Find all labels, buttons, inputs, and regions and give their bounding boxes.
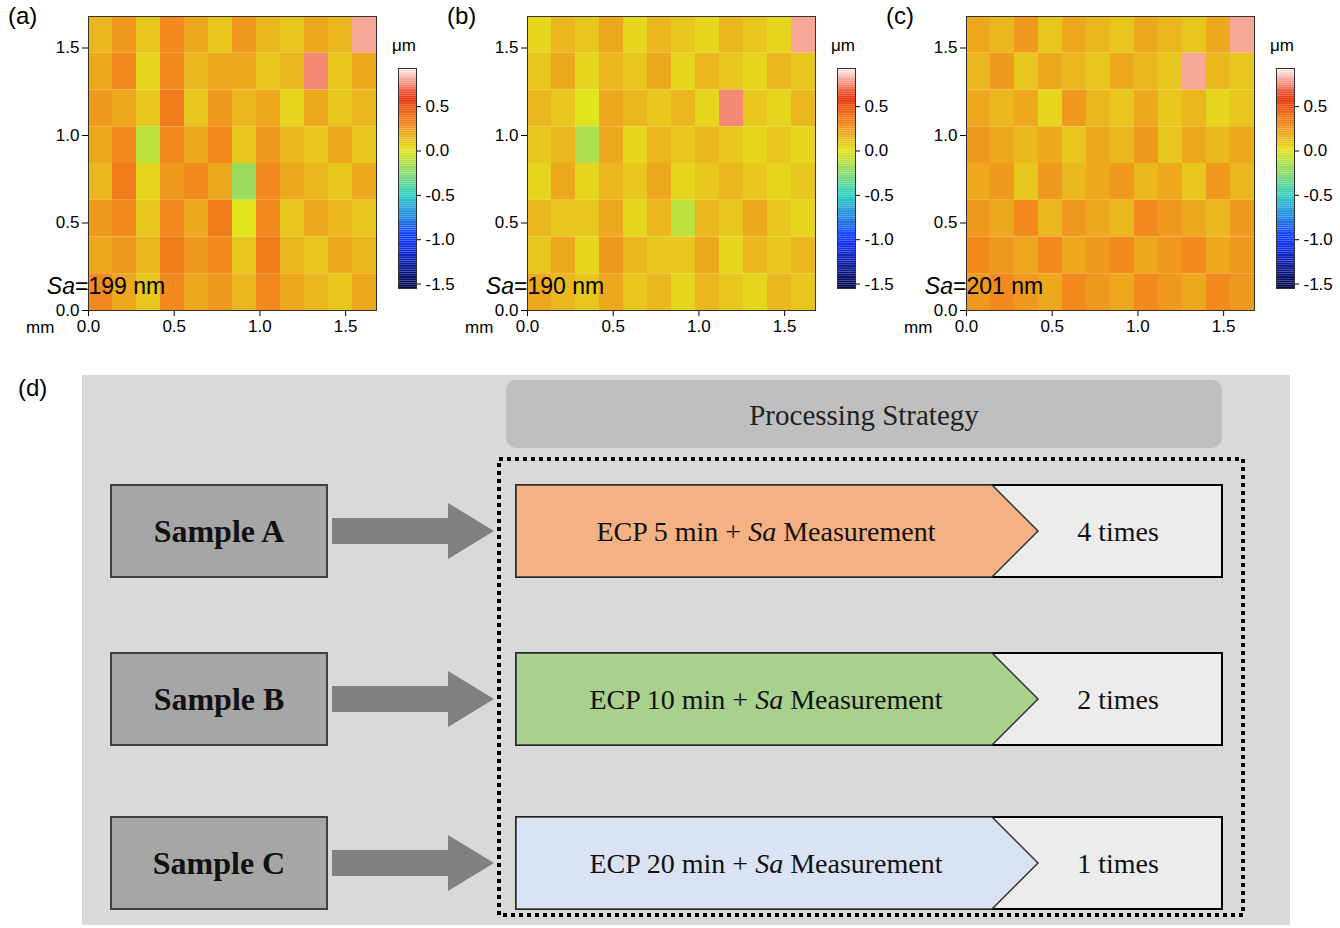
svg-text:0.5: 0.5 [495, 213, 519, 232]
svg-text:Sample A: Sample A [154, 513, 285, 549]
svg-text:0.0: 0.0 [865, 141, 889, 160]
svg-text:Sample B: Sample B [154, 681, 285, 717]
svg-text:2 times: 2 times [1077, 684, 1159, 715]
html-text:mm: mm [26, 318, 55, 337]
svg-text:ECP 10 min + Sa Measurement: ECP 10 min + Sa Measurement [589, 684, 942, 715]
svg-text:1.5: 1.5 [495, 38, 519, 57]
svg-text:0.0: 0.0 [516, 317, 540, 336]
svg-text:1.0: 1.0 [495, 126, 519, 145]
svg-text:-1.0: -1.0 [426, 230, 455, 249]
svg-text:1.5: 1.5 [334, 317, 358, 336]
svg-text:-0.5: -0.5 [426, 186, 455, 205]
svg-text:0.0: 0.0 [955, 317, 979, 336]
svg-text:-1.0: -1.0 [1304, 230, 1333, 249]
svg-text:-1.0: -1.0 [865, 230, 894, 249]
svg-text:0.0: 0.0 [426, 141, 450, 160]
svg-text:0.5: 0.5 [1040, 317, 1064, 336]
svg-text:0.0: 0.0 [77, 317, 101, 336]
html-text:μm: μm [392, 36, 416, 55]
svg-text:1.0: 1.0 [1126, 317, 1150, 336]
svg-text:0.0: 0.0 [494, 300, 519, 320]
svg-text:0.5: 0.5 [56, 213, 80, 232]
html-text:(b): (b) [447, 2, 477, 29]
html-text:mm: mm [904, 318, 933, 337]
svg-text:0.5: 0.5 [865, 97, 889, 116]
svg-text:0.0: 0.0 [55, 300, 80, 320]
html-text:mm: mm [465, 318, 494, 337]
svg-text:0.0: 0.0 [933, 300, 958, 320]
svg-text:-1.5: -1.5 [865, 275, 894, 294]
svg-text:1.0: 1.0 [56, 126, 80, 145]
svg-text:Sa=201 nm: Sa=201 nm [925, 273, 1043, 299]
svg-text:1.0: 1.0 [934, 126, 958, 145]
svg-text:1 times: 1 times [1077, 848, 1159, 879]
svg-text:-0.5: -0.5 [1304, 186, 1333, 205]
svg-text:-0.5: -0.5 [865, 186, 894, 205]
svg-text:0.5: 0.5 [162, 317, 186, 336]
svg-text:0.0: 0.0 [1304, 141, 1328, 160]
svg-text:Sample C: Sample C [153, 845, 285, 881]
svg-text:1.5: 1.5 [773, 317, 797, 336]
svg-text:(d): (d) [18, 374, 47, 401]
svg-text:Sa=190 nm: Sa=190 nm [486, 273, 604, 299]
html-text:(c): (c) [886, 2, 914, 29]
html-text:μm: μm [1270, 36, 1294, 55]
svg-text:1.0: 1.0 [248, 317, 272, 336]
svg-text:Processing Strategy: Processing Strategy [749, 399, 979, 431]
svg-text:0.5: 0.5 [426, 97, 450, 116]
svg-text:ECP 5 min + Sa Measurement: ECP 5 min + Sa Measurement [596, 516, 935, 547]
svg-text:1.0: 1.0 [687, 317, 711, 336]
svg-text:Sa=199 nm: Sa=199 nm [47, 273, 165, 299]
svg-text:-1.5: -1.5 [1304, 275, 1333, 294]
svg-text:1.5: 1.5 [1212, 317, 1236, 336]
svg-text:0.5: 0.5 [1304, 97, 1328, 116]
svg-text:0.5: 0.5 [934, 213, 958, 232]
svg-text:1.5: 1.5 [56, 38, 80, 57]
svg-text:-1.5: -1.5 [426, 275, 455, 294]
svg-text:4 times: 4 times [1077, 516, 1159, 547]
svg-text:ECP 20 min + Sa Measurement: ECP 20 min + Sa Measurement [589, 848, 942, 879]
html-text:μm: μm [831, 36, 855, 55]
svg-text:1.5: 1.5 [934, 38, 958, 57]
html-text:(a): (a) [8, 2, 38, 29]
svg-text:0.5: 0.5 [601, 317, 625, 336]
